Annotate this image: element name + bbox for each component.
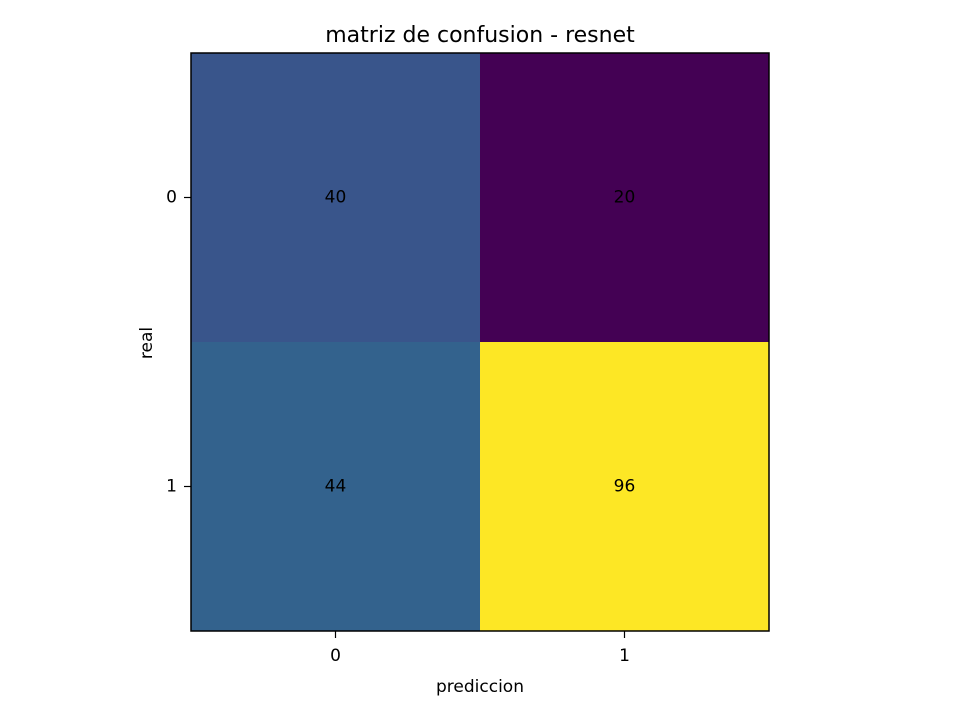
heatmap-cells [191,53,769,631]
plot-frame [190,52,770,632]
cell-value-r0-c1: 20 [614,188,636,208]
heatmap-cell-labels: 40 20 44 96 [325,188,636,497]
cell-value-r1-c1: 96 [614,477,636,497]
chart-title: matriz de confusion - resnet [325,23,635,48]
y-tick-label-0: 0 [166,188,177,208]
heatmap-cell-r1-c0 [191,342,480,631]
x-axis-label: prediccion [436,677,524,697]
x-tick-label-1: 1 [619,646,630,666]
x-tick-label-0: 0 [330,646,341,666]
heatmap-cell-r1-c1 [480,342,769,631]
heatmap-cell-r0-c1 [480,53,769,342]
y-tick-label-1: 1 [166,477,177,497]
cell-value-r0-c0: 40 [325,188,347,208]
cell-value-r1-c0: 44 [325,477,347,497]
y-axis-ticks: 01 [166,188,191,497]
y-axis-label: real [137,327,157,359]
heatmap-cell-r0-c0 [191,53,480,342]
